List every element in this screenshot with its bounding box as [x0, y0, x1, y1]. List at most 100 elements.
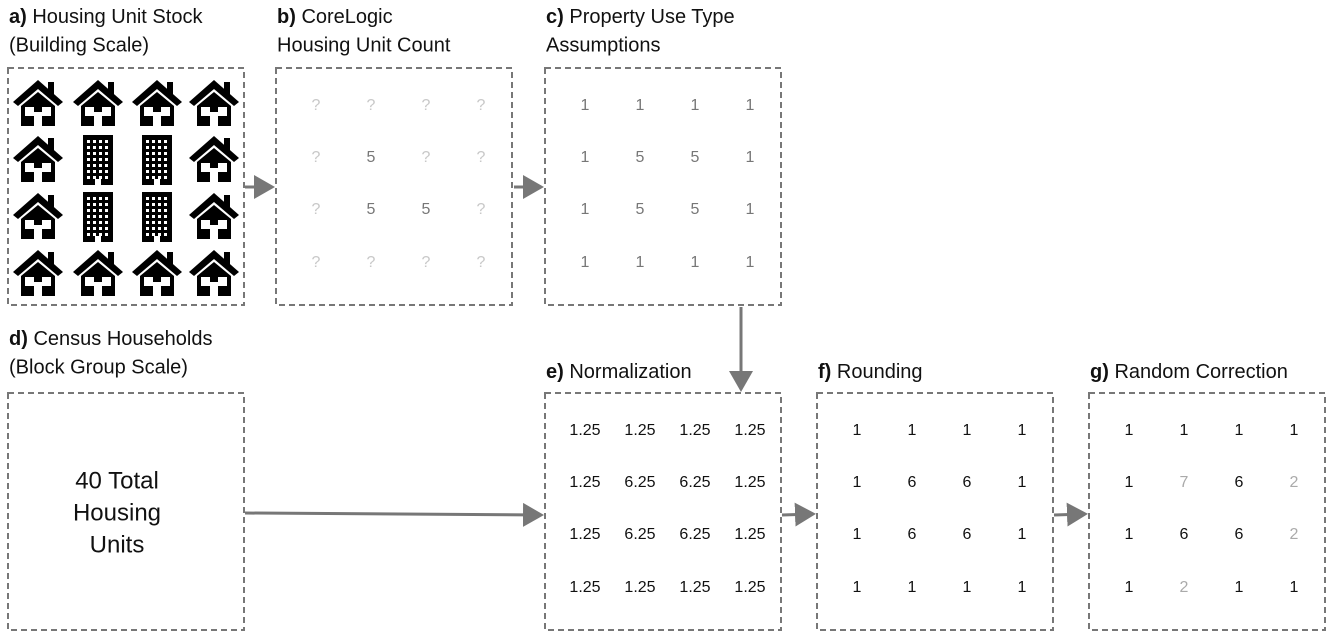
house-roof — [73, 250, 123, 276]
grid-cell: 6 — [1180, 526, 1189, 543]
building-window — [152, 203, 155, 206]
house-chimney — [224, 138, 230, 150]
building-window — [87, 158, 90, 161]
building-window — [99, 164, 102, 167]
panel-box — [7, 392, 245, 631]
building-window — [87, 170, 90, 173]
building-window — [105, 176, 108, 179]
grid-cell: ? — [367, 254, 376, 271]
building-window — [164, 203, 167, 206]
building-window — [158, 152, 161, 155]
building-window — [105, 233, 108, 236]
grid-cell: 1 — [636, 97, 645, 114]
house-chimney — [108, 82, 114, 94]
building-window — [105, 215, 108, 218]
grid-cell: 1 — [853, 526, 862, 543]
house-chimney — [108, 252, 114, 264]
house-chimney — [224, 82, 230, 94]
panel-title-line: Census Households — [33, 328, 212, 350]
house-window — [102, 277, 111, 286]
arrows — [244, 175, 1088, 527]
building-window — [158, 146, 161, 149]
grid-cell: 1 — [746, 97, 755, 114]
building-window — [158, 164, 161, 167]
building-window — [164, 221, 167, 224]
grid-cell: 1 — [1290, 422, 1299, 439]
building-window — [87, 203, 90, 206]
grid-cell: 5 — [636, 201, 645, 218]
building-window — [105, 203, 108, 206]
building-window — [93, 221, 96, 224]
building-window — [152, 140, 155, 143]
building-window — [93, 164, 96, 167]
building-window — [158, 209, 161, 212]
panel-box — [275, 67, 513, 306]
grid-cell: 1.25 — [734, 526, 765, 543]
building-window — [93, 176, 96, 179]
panel-title: g) Random Correction — [1090, 361, 1288, 383]
grid-cell: 1 — [1125, 526, 1134, 543]
house-door — [34, 225, 42, 239]
house-roof — [189, 80, 239, 106]
building-window — [152, 227, 155, 230]
building-window — [99, 233, 102, 236]
building-window — [164, 233, 167, 236]
building-window — [164, 215, 167, 218]
grid-cell: ? — [312, 97, 321, 114]
building-window — [105, 227, 108, 230]
house-door — [94, 112, 102, 126]
house-window — [218, 107, 227, 116]
grid-cell: 6 — [908, 474, 917, 491]
panel: c) Property Use Type Assumptions 1 1 1 1 1 5 5 1 1… — [544, 6, 782, 306]
grid-cell: 1 — [908, 422, 917, 439]
building-window — [146, 221, 149, 224]
grid-cell: ? — [422, 97, 431, 114]
building-window — [146, 215, 149, 218]
building-window — [164, 227, 167, 230]
grid-cell: 5 — [367, 201, 376, 218]
building-window — [152, 215, 155, 218]
grid-cell: 1 — [853, 474, 862, 491]
house-door — [34, 282, 42, 296]
grid-cell: 5 — [367, 149, 376, 166]
panel-title-line: Normalization — [569, 361, 691, 383]
building-window — [146, 227, 149, 230]
total-text: Units — [90, 531, 145, 558]
building-window — [99, 176, 102, 179]
building-window — [93, 209, 96, 212]
grid-cell: 1 — [1125, 422, 1134, 439]
house-window — [144, 277, 153, 286]
panel: f) Rounding 1 1 1 1 1 6 6 1 1 6 6 1 1 1 1 1 — [816, 361, 1054, 631]
building-door — [95, 236, 101, 242]
building-window — [105, 164, 108, 167]
building-window — [93, 140, 96, 143]
house-roof — [13, 136, 63, 162]
building-window — [93, 158, 96, 161]
grid-cell: ? — [367, 97, 376, 114]
house-window — [25, 277, 34, 286]
grid-cell: ? — [422, 149, 431, 166]
building-window — [146, 152, 149, 155]
building-window — [87, 209, 90, 212]
grid-cell: 1 — [1290, 579, 1299, 596]
building-window — [152, 209, 155, 212]
building-window — [164, 140, 167, 143]
grid-cell: 1.25 — [569, 474, 600, 491]
total-text: Housing — [73, 499, 161, 526]
house-body — [197, 262, 231, 296]
building-window — [105, 158, 108, 161]
house-window — [102, 107, 111, 116]
building-door — [154, 236, 160, 242]
grid-cell: 1 — [1180, 422, 1189, 439]
house-window — [42, 107, 51, 116]
building-window — [99, 140, 102, 143]
panel-title-line: Housing Unit Stock — [32, 6, 203, 28]
grid-cell: 2 — [1290, 474, 1299, 491]
grid-cell: 1.25 — [624, 579, 655, 596]
house-window — [161, 277, 170, 286]
panel-title: b) CoreLogic — [277, 6, 393, 28]
grid-cell: 6.25 — [624, 474, 655, 491]
building-window — [93, 146, 96, 149]
grid-cell: 5 — [691, 149, 700, 166]
panel-label: d) — [9, 328, 28, 350]
